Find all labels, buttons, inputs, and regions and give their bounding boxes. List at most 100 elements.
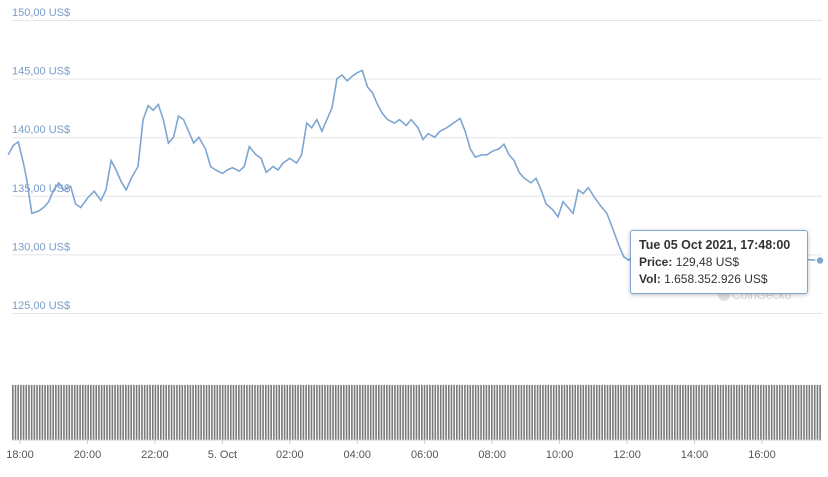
volume-bar <box>536 384 539 440</box>
volume-bar <box>41 384 44 440</box>
volume-bar <box>760 384 762 440</box>
volume-bar <box>238 384 240 440</box>
volume-bar <box>22 384 25 440</box>
volume-bar <box>243 384 246 440</box>
volume-bar <box>399 384 402 440</box>
volume-bar <box>738 384 741 440</box>
volume-bar <box>547 384 550 440</box>
tooltip-price-row: Price: 129,48 US$ <box>639 254 799 271</box>
volume-bar <box>361 384 364 440</box>
volume-bar <box>482 384 485 440</box>
volume-bar <box>797 384 800 440</box>
tooltip-vol-value: 1.658.352.926 US$ <box>664 272 768 286</box>
price-tooltip: Tue 05 Oct 2021, 17:48:00 Price: 129,48 … <box>630 230 808 294</box>
x-tick-label: 20:00 <box>74 449 102 461</box>
volume-bar <box>606 384 609 440</box>
volume-bar <box>154 384 157 440</box>
volume-bar <box>343 384 345 440</box>
y-tick-label: 125,00 US$ <box>12 300 70 312</box>
volume-bar <box>579 384 582 440</box>
volume-bar <box>135 384 138 440</box>
volume-bar <box>447 384 450 440</box>
volume-bar <box>211 384 213 440</box>
volume-bar <box>569 384 571 440</box>
volume-bar <box>111 384 114 440</box>
volume-bar <box>407 384 410 440</box>
volume-bar <box>695 384 698 440</box>
volume-bar <box>485 384 488 440</box>
volume-bar <box>203 384 205 440</box>
volume-bar <box>356 384 359 440</box>
volume-bar <box>81 384 84 440</box>
volume-bar <box>733 384 735 440</box>
volume-bar <box>687 384 690 440</box>
volume-bar <box>224 384 227 440</box>
volume-bar <box>310 384 313 440</box>
volume-bar <box>28 384 30 440</box>
volume-bar <box>302 384 305 440</box>
volume-bar <box>765 384 768 440</box>
volume-bar <box>517 384 520 440</box>
x-tick-label: 14:00 <box>681 449 709 461</box>
volume-bar <box>426 384 429 440</box>
volume-bar <box>719 384 722 440</box>
volume-bar <box>620 384 622 440</box>
volume-bar <box>372 384 375 440</box>
volume-bar <box>706 384 708 440</box>
x-tick-label: 22:00 <box>141 449 169 461</box>
volume-bar <box>792 384 795 440</box>
volume-bar <box>587 384 590 440</box>
volume-bar <box>757 384 760 440</box>
volume-bar <box>657 384 660 440</box>
price-line <box>7 69 821 262</box>
volume-bar <box>496 384 498 440</box>
volume-bar <box>337 384 340 440</box>
volume-bar <box>321 384 324 440</box>
volume-bar <box>380 384 383 440</box>
volume-bar <box>781 384 784 440</box>
volume-bar <box>523 384 525 440</box>
volume-bar <box>684 384 687 440</box>
volume-bar <box>671 384 673 440</box>
volume-bar <box>30 384 33 440</box>
volume-bar <box>313 384 316 440</box>
volume-bar <box>542 384 544 440</box>
volume-bar <box>445 384 447 440</box>
volume-bar <box>55 384 57 440</box>
volume-bar <box>396 384 399 440</box>
volume-bar <box>730 384 733 440</box>
volume-bar <box>625 384 628 440</box>
volume-bar <box>504 384 507 440</box>
volume-bar <box>566 384 568 440</box>
volume-bar <box>612 384 614 440</box>
volume-bar <box>574 384 577 440</box>
volume-bar <box>194 384 197 440</box>
volume-bar <box>181 384 184 440</box>
volume-bar <box>803 384 805 440</box>
volume-bar <box>108 384 111 440</box>
volume-bar <box>727 384 730 440</box>
volume-bar <box>326 384 329 440</box>
volume-bar <box>415 384 418 440</box>
volume-bar <box>577 384 579 440</box>
volume-bar <box>499 384 501 440</box>
volume-bar <box>450 384 453 440</box>
volume-bar <box>512 384 515 440</box>
volume-bar <box>44 384 46 440</box>
volume-bar <box>735 384 738 440</box>
volume-bar <box>488 384 490 440</box>
x-axis-ticks: 18:00 20:00 22:00 5. Oct 02:00 04:00 06:00 08:0… <box>6 440 776 461</box>
volume-bar <box>127 384 130 440</box>
volume-bar <box>227 384 229 440</box>
volume-bar <box>184 384 186 440</box>
volume-bar <box>437 384 439 440</box>
volume-bar <box>119 384 122 440</box>
volume-bar <box>679 384 681 440</box>
x-tick-label: 04:00 <box>344 449 372 461</box>
volume-bar <box>614 384 617 440</box>
volume-bar <box>439 384 442 440</box>
volume-bar <box>157 384 159 440</box>
volume-bar <box>251 384 254 440</box>
volume-bar <box>14 384 17 440</box>
